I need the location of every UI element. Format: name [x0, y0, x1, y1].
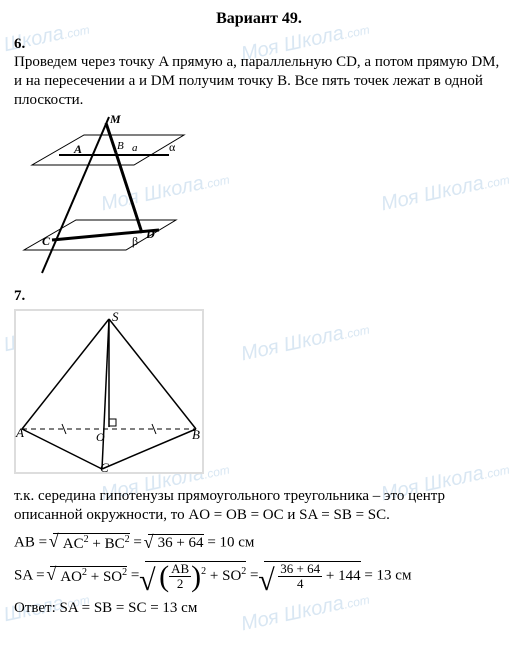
eq-AB-r1: AC2 + BC2	[63, 536, 130, 552]
eq-SA-plus-so: + SO2	[206, 568, 246, 584]
eq-SA-r3-tail: + 144	[322, 568, 360, 584]
eq-AB-rhs: = 10 см	[207, 534, 254, 550]
eq-SA-r1: AO2 + SO2	[60, 569, 127, 585]
svg-text:C: C	[100, 460, 109, 474]
answer-value: SA = SB = SC = 13 см	[60, 600, 198, 616]
eq-SA: SA = AO2 + SO2 = (AB2)2 + SO2 = 36 + 644…	[14, 561, 504, 592]
eq-AB: AB = AC2 + BC2 = 36 + 64 = 10 см	[14, 533, 504, 553]
eq-SA-rhs: = 13 см	[364, 567, 411, 583]
svg-text:M: M	[109, 115, 121, 126]
variant-title: Вариант 49.	[14, 10, 504, 28]
eq-AB-r2: 36 + 64	[158, 535, 204, 551]
svg-text:A: A	[15, 425, 24, 440]
eq-SA-lhs: SA =	[14, 567, 45, 583]
q7-number: 7.	[14, 288, 504, 305]
q6-figure: M A B a α C D β	[14, 115, 504, 280]
page-content: Вариант 49. 6. Проведем через точку A пр…	[0, 0, 518, 634]
eq-AB-lhs: AB =	[14, 534, 47, 550]
svg-text:S: S	[112, 309, 119, 324]
svg-text:a: a	[132, 142, 138, 154]
svg-text:β: β	[132, 234, 138, 248]
svg-text:A: A	[73, 142, 82, 156]
svg-text:α: α	[169, 140, 176, 154]
svg-text:D: D	[145, 227, 155, 241]
q6-number: 6.	[14, 36, 504, 53]
answer-label: Ответ:	[14, 600, 56, 616]
svg-text:C: C	[42, 234, 51, 248]
svg-text:B: B	[192, 427, 200, 442]
q6-text: Проведем через точку A прямую a, паралле…	[14, 53, 504, 109]
eq-SA-frac-den: 2	[169, 577, 191, 591]
svg-text:B: B	[117, 140, 124, 152]
svg-text:O: O	[96, 430, 105, 444]
answer-line: Ответ: SA = SB = SC = 13 см	[14, 599, 504, 618]
eq-SA-r3-num: 36 + 64	[278, 562, 322, 577]
q7-text: т.к. середина гипотенузы прямоугольного …	[14, 487, 504, 525]
eq-SA-r3-den: 4	[278, 577, 322, 591]
eq-SA-frac-num: AB	[169, 562, 191, 577]
q7-figure: S A O B C	[14, 309, 504, 479]
